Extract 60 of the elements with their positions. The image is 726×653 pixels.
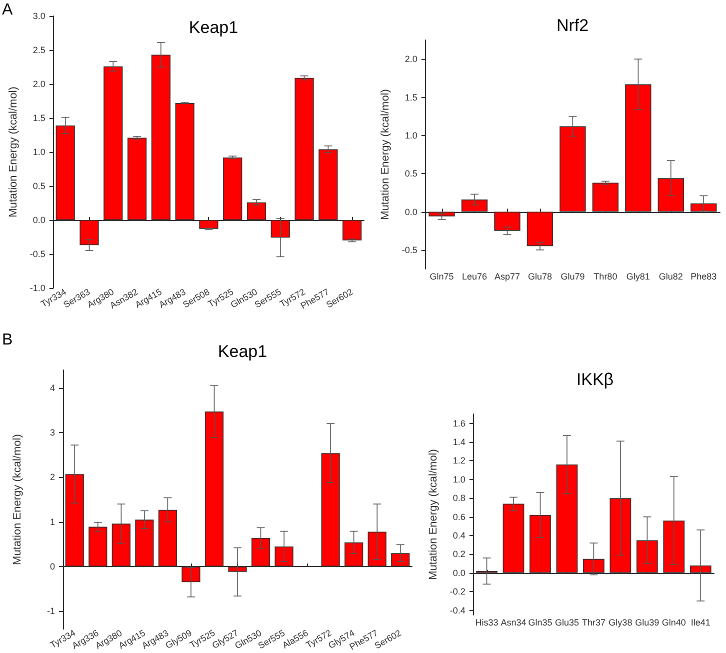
y-tick-label: 1.4 — [452, 437, 466, 448]
y-tick-label: 0.8 — [452, 493, 466, 504]
x-tick-label: Asp77 — [494, 272, 520, 282]
x-tick-label: Gly81 — [626, 272, 650, 282]
y-tick-label: 2.0 — [32, 79, 46, 89]
y-tick-label: 0 — [50, 562, 55, 572]
y-tick-label: 0.0 — [404, 206, 418, 217]
y-tick-label: 0.0 — [452, 568, 466, 578]
y-axis-title: Mutation Energy (kcal/mol) — [12, 434, 24, 565]
x-tick-label: His33 — [475, 618, 498, 628]
y-tick-label: 1.6 — [452, 418, 466, 428]
x-tick-label: Glu39 — [635, 618, 660, 628]
y-axis-title: Mutation Energy (kcal/mol) — [380, 89, 392, 220]
y-tick-label: 0.6 — [452, 512, 466, 522]
chart-title: Nrf2 — [556, 16, 589, 35]
y-tick-label: -0.4 — [450, 605, 466, 616]
chart-title: Keap1 — [218, 342, 268, 361]
y-tick-label: 0.2 — [452, 549, 466, 560]
y-tick-label: 1.5 — [404, 92, 418, 102]
y-tick-label: -1 — [46, 606, 55, 616]
y-tick-label: 1.0 — [32, 147, 46, 157]
x-tick-label: Glu79 — [560, 272, 585, 282]
chart-title: IKKβ — [576, 370, 614, 389]
x-tick-label: Thr37 — [582, 618, 606, 628]
text: A — [2, 2, 13, 18]
x-tick-label: Ile41 — [690, 618, 710, 628]
y-tick-label: 0.0 — [32, 215, 46, 225]
y-axis-title: Mutation Energy (kcal/mol) — [428, 449, 440, 580]
x-tick-label: Phe83 — [690, 272, 717, 282]
y-tick-label: -0.5 — [402, 244, 418, 255]
x-tick-label: Thr80 — [594, 272, 618, 282]
y-tick-label: 1.0 — [404, 130, 418, 140]
y-axis-title: Mutation Energy (kcal/mol) — [8, 86, 20, 218]
x-tick-label: Leu76 — [462, 272, 488, 282]
y-tick-label: 2 — [50, 472, 55, 482]
x-tick-label: Glu35 — [554, 618, 579, 628]
text: B — [2, 332, 13, 348]
y-tick-label: 3.0 — [32, 11, 46, 21]
y-tick-label: 1.5 — [32, 113, 46, 123]
x-tick-label: Gln40 — [662, 618, 686, 628]
chart-title: Keap1 — [188, 18, 238, 37]
x-tick-label: Asn34 — [500, 618, 526, 628]
y-tick-label: 4 — [50, 382, 55, 393]
x-tick-label: Glu82 — [658, 272, 683, 282]
y-tick-label: -0.5 — [30, 249, 46, 259]
x-tick-label: Glu78 — [528, 272, 552, 282]
x-tick-label: Gly38 — [608, 618, 632, 628]
x-tick-label: Gln35 — [528, 618, 552, 628]
y-tick-label: 1 — [50, 516, 55, 527]
y-tick-label: -1.0 — [30, 283, 46, 293]
y-tick-label: 1.2 — [452, 456, 466, 466]
y-tick-label: 2.5 — [32, 45, 46, 55]
y-tick-label: -0.2 — [450, 586, 466, 597]
y-tick-label: 2.0 — [404, 54, 418, 64]
x-tick-label: Gln75 — [430, 272, 454, 282]
y-tick-label: 0.5 — [404, 168, 418, 179]
y-tick-label: 0.5 — [32, 181, 46, 191]
y-tick-label: 0.4 — [452, 530, 466, 541]
y-tick-label: 3 — [50, 428, 55, 438]
y-tick-label: 1.0 — [452, 474, 466, 484]
